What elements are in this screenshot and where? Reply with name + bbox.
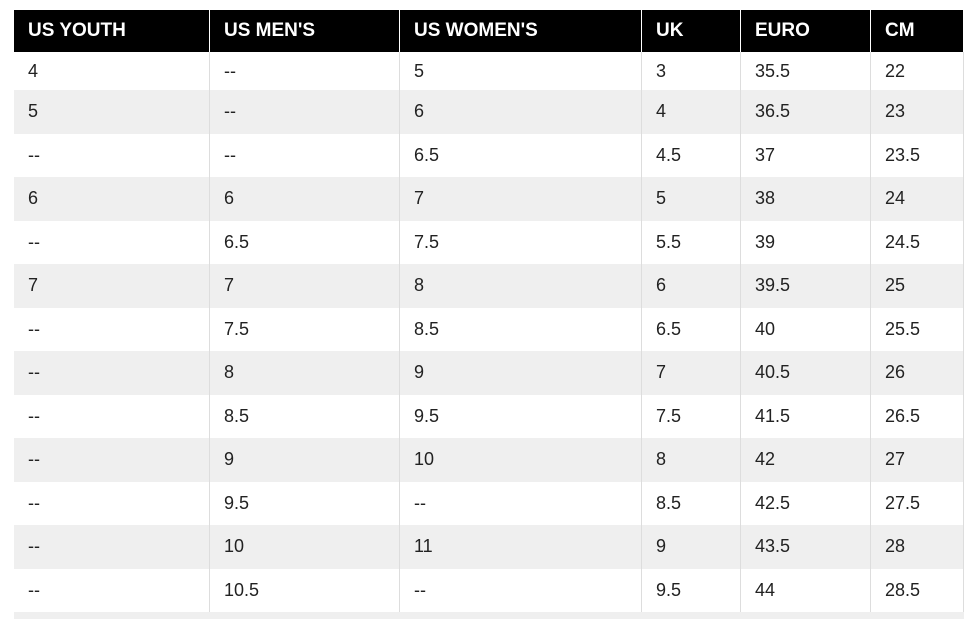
table-cell: 6.5 [400,133,642,177]
table-cell: 7 [210,264,400,308]
column-header: US YOUTH [14,10,210,52]
table-cell: -- [210,52,400,90]
table-cell: 7.5 [210,307,400,351]
column-header: EURO [741,10,871,52]
table-cell: 26.5 [871,394,964,438]
table-cell: 9 [210,438,400,482]
table-cell: -- [210,133,400,177]
table-cell: 40 [741,307,871,351]
table-cell: 24 [871,177,964,221]
table-cell: -- [400,568,642,612]
table-cell: 7.5 [400,220,642,264]
table-cell: 7 [14,264,210,308]
table-cell: 24.5 [871,220,964,264]
partial-row [14,612,964,619]
table-cell: 10.5 [210,568,400,612]
table-cell: 11 [400,525,642,569]
table-cell: 6 [210,177,400,221]
column-header: US WOMEN'S [400,10,642,52]
table-cell: 38 [741,177,871,221]
table-cell: 10 [210,525,400,569]
table-cell: 22 [871,52,964,90]
table-cell: 8.5 [400,307,642,351]
table-cell: 27 [871,438,964,482]
table-cell: 40.5 [741,351,871,395]
table-cell: 42 [741,438,871,482]
table-cell: 28 [871,525,964,569]
table-cell: 8 [210,351,400,395]
table-cell: -- [14,394,210,438]
table-cell: 10 [400,438,642,482]
table-cell: -- [14,525,210,569]
table-cell: -- [400,481,642,525]
table-cell: 35.5 [741,52,871,90]
table-cell: 41.5 [741,394,871,438]
table-cell: 5 [14,90,210,134]
table-cell: -- [14,568,210,612]
table-cell: 25.5 [871,307,964,351]
table-cell: 6.5 [642,307,741,351]
column-header: UK [642,10,741,52]
table-cell: 5 [400,52,642,90]
table-cell: 5.5 [642,220,741,264]
table-cell: -- [14,351,210,395]
table-cell: 6 [642,264,741,308]
table-cell: 9 [400,351,642,395]
table-cell: 42.5 [741,481,871,525]
table-cell: -- [14,438,210,482]
table-cell: 5 [642,177,741,221]
table-cell: 36.5 [741,90,871,134]
table-cell: 4.5 [642,133,741,177]
table-cell: 39.5 [741,264,871,308]
table-cell: 9.5 [210,481,400,525]
table-cell: 23.5 [871,133,964,177]
table-cell: -- [14,307,210,351]
table-cell: 6.5 [210,220,400,264]
table-cell: 44 [741,568,871,612]
table-cell: 7.5 [642,394,741,438]
table-cell: 9.5 [400,394,642,438]
column-header: CM [871,10,964,52]
table-cell: -- [210,90,400,134]
table-cell: 26 [871,351,964,395]
table-cell: 27.5 [871,481,964,525]
table-cell: 43.5 [741,525,871,569]
table-cell: 7 [400,177,642,221]
table-cell: 9.5 [642,568,741,612]
table-cell: 6 [14,177,210,221]
table-cell: -- [14,481,210,525]
table-cell: 9 [642,525,741,569]
table-cell: 8.5 [210,394,400,438]
table-cell: 8.5 [642,481,741,525]
table-cell: 6 [400,90,642,134]
table-cell: 25 [871,264,964,308]
table-cell: 28.5 [871,568,964,612]
table-cell: 7 [642,351,741,395]
table-cell: 8 [400,264,642,308]
table-cell: 8 [642,438,741,482]
table-cell: -- [14,220,210,264]
table-cell: -- [14,133,210,177]
table-cell: 37 [741,133,871,177]
table-cell: 23 [871,90,964,134]
table-cell: 3 [642,52,741,90]
table-cell: 4 [14,52,210,90]
table-cell: 4 [642,90,741,134]
table-cell: 39 [741,220,871,264]
column-header: US MEN'S [210,10,400,52]
